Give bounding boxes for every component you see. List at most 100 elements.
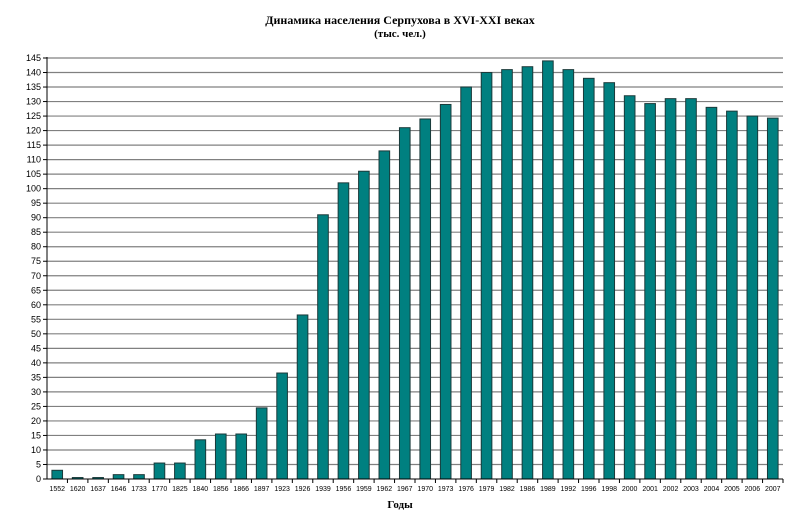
x-tick-label: 1840 xyxy=(193,486,209,493)
bar xyxy=(235,433,248,480)
x-tick-label: 1982 xyxy=(499,486,515,493)
x-tick-label: 1979 xyxy=(479,486,495,493)
bar xyxy=(112,474,125,480)
y-tick-label: 115 xyxy=(27,140,41,150)
y-tick-label: 5 xyxy=(36,459,41,469)
x-tick-label: 1970 xyxy=(417,486,433,493)
y-tick-label: 90 xyxy=(31,213,41,223)
bar xyxy=(562,69,575,480)
bar xyxy=(521,66,534,480)
bar xyxy=(623,95,636,480)
bar xyxy=(214,433,227,480)
y-tick-label: 65 xyxy=(31,285,41,295)
x-tick-label: 1770 xyxy=(152,486,168,493)
x-tick-label: 1956 xyxy=(336,486,352,493)
y-tick-label: 15 xyxy=(31,430,41,440)
bar xyxy=(378,150,391,480)
x-tick-label: 1825 xyxy=(172,486,188,493)
x-tick-label: 1959 xyxy=(356,486,372,493)
x-tick-label: 2002 xyxy=(663,486,679,493)
y-tick-label: 20 xyxy=(31,416,41,426)
x-tick-label: 1637 xyxy=(90,486,106,493)
x-tick-label: 1973 xyxy=(438,486,454,493)
bar xyxy=(317,214,329,480)
bar xyxy=(766,117,779,480)
bar xyxy=(51,469,64,480)
bar xyxy=(174,462,186,480)
bar xyxy=(337,182,350,480)
x-tick-label: 2003 xyxy=(683,486,699,493)
y-tick-label: 10 xyxy=(31,445,41,455)
y-tick-label: 100 xyxy=(26,184,41,194)
x-tick-label: 1939 xyxy=(315,486,331,493)
chart-title: Динамика населения Серпухова в XVI-XXI в… xyxy=(265,13,535,27)
bar xyxy=(153,462,166,480)
bar xyxy=(603,82,616,480)
bar xyxy=(685,98,697,480)
y-tick-label: 130 xyxy=(26,97,41,107)
x-tick-label: 1986 xyxy=(520,486,536,493)
bar xyxy=(460,86,472,480)
x-tick-label: 1962 xyxy=(377,486,393,493)
bar xyxy=(644,103,656,480)
y-tick-label: 80 xyxy=(31,242,41,252)
gridlines xyxy=(47,57,783,466)
bar xyxy=(664,98,677,480)
y-tick-label: 0 xyxy=(36,474,41,484)
y-tick-label: 60 xyxy=(31,300,41,310)
bar xyxy=(296,314,309,480)
bar xyxy=(133,474,145,480)
bar xyxy=(276,372,288,480)
x-tick-label: 2006 xyxy=(745,486,761,493)
x-tick-label: 1866 xyxy=(233,486,249,493)
x-tick-label: 1552 xyxy=(49,486,65,493)
x-tick-label: 2001 xyxy=(642,486,658,493)
bar xyxy=(746,115,759,480)
x-axis-label: Годы xyxy=(387,499,413,511)
y-tick-label: 70 xyxy=(31,271,41,281)
y-tick-label: 95 xyxy=(31,198,41,208)
chart-subtitle: (тыс. чел.) xyxy=(374,28,426,40)
y-tick-label: 110 xyxy=(27,155,41,165)
x-tick-label: 1996 xyxy=(581,486,597,493)
bar xyxy=(255,407,268,480)
x-tick-label: 1646 xyxy=(111,486,127,493)
y-tick-label: 55 xyxy=(31,314,41,324)
x-tick-label: 2004 xyxy=(704,486,720,493)
bars xyxy=(51,60,779,480)
y-tick-label: 35 xyxy=(31,372,41,382)
bar xyxy=(439,103,452,480)
x-tick-label: 1620 xyxy=(70,486,86,493)
x-tick-label: 1967 xyxy=(397,486,413,493)
bar xyxy=(358,170,370,480)
bar xyxy=(582,77,595,480)
y-tick-label: 125 xyxy=(26,111,41,121)
y-tick-label: 25 xyxy=(31,401,41,411)
y-tick-label: 45 xyxy=(31,343,41,353)
y-tick-label: 40 xyxy=(31,358,41,368)
x-tick-label: 2000 xyxy=(622,486,638,493)
bar xyxy=(542,60,554,480)
x-tick-label: 1897 xyxy=(254,486,270,493)
y-tick-label: 140 xyxy=(26,68,41,78)
x-tick-label: 1976 xyxy=(458,486,474,493)
y-tick-label: 145 xyxy=(26,53,41,63)
y-tick-label: 75 xyxy=(31,256,41,266)
x-tick-label: 1992 xyxy=(561,486,577,493)
bar xyxy=(501,69,513,480)
bar xyxy=(419,118,432,480)
y-tick-label: 120 xyxy=(26,126,41,136)
bar xyxy=(194,439,207,480)
x-tick-label: 2005 xyxy=(724,486,740,493)
y-tick-label: 105 xyxy=(26,169,41,179)
x-tick-label: 1923 xyxy=(274,486,290,493)
x-tick-label: 1856 xyxy=(213,486,229,493)
x-axis: 1552 1620 1637 1646 1733 1770 1825 1840 1856 1866… xyxy=(47,478,784,493)
x-tick-label: 2007 xyxy=(765,486,781,493)
x-tick-label: 1733 xyxy=(131,486,147,493)
y-axis: 0 5 10 15 20 25 30 35 40 45 50 55 60 65 70 75 80 85 90 95 10… xyxy=(26,53,48,484)
bar xyxy=(705,106,718,480)
x-tick-label: 1998 xyxy=(601,486,617,493)
y-tick-label: 30 xyxy=(31,387,41,397)
